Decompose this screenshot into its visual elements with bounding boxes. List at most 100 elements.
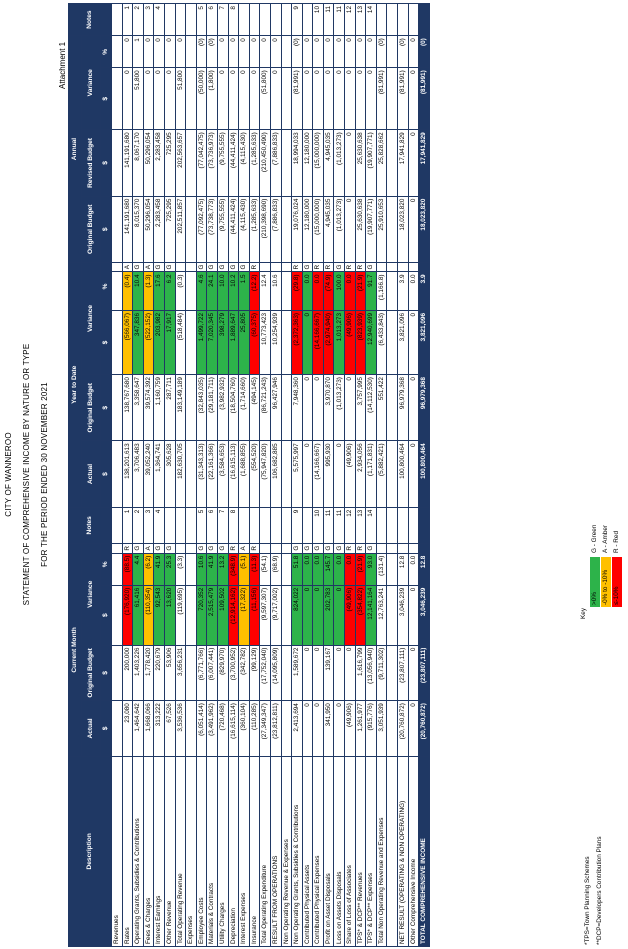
ytd-original-budget: 96,979,368 <box>418 374 430 441</box>
empty-cell <box>185 310 197 375</box>
ytd-original-budget: 0 <box>312 374 324 441</box>
cm-rag-status: G <box>206 543 218 554</box>
ytd-variance-percent: 3.9 <box>418 271 430 311</box>
ytd-rag-status: G <box>302 262 313 272</box>
cm-original-budget: 0 <box>333 645 345 701</box>
annual-variance-amount: 51,800 <box>132 67 144 130</box>
annual-variance-amount: 0 <box>408 67 419 130</box>
empty-cell <box>111 585 123 646</box>
cm-variance-amount: (9,597,307) <box>259 585 271 646</box>
ytd-variance-percent: 10.2 <box>228 271 239 311</box>
cm-variance-amount: (12,914,162) <box>228 585 239 646</box>
annual-variance-percent: 0 <box>249 35 260 68</box>
ytd-original-budget: 287,711 <box>164 374 176 441</box>
ytd-rag-status: G <box>333 262 345 272</box>
ytd-rag-status: G <box>153 262 165 272</box>
ytd-variance-amount: 0 <box>408 310 419 375</box>
ytd-actual: 2,934,056 <box>355 440 366 508</box>
unit-dollar: $ <box>100 310 112 375</box>
period-title: FOR THE PERIOD ENDED 30 NOVEMBER 2021 <box>40 382 49 567</box>
table-row: Materials & Contracts (3,491,962) (6,007,4… <box>206 3 218 947</box>
cm-note: 6 <box>206 507 218 544</box>
ytd-variance-percent: 24.1 <box>206 271 218 311</box>
empty-cell <box>281 585 292 646</box>
annual-original-budget: 18,023,820 <box>418 196 430 263</box>
cm-variance-amount: 2,515,479 <box>206 585 218 646</box>
ytd-original-budget: 7,948,360 <box>291 374 303 441</box>
table-row: NET RESULT (OPERATING & NON OPERATING) (2… <box>397 3 409 947</box>
annual-variance-amount: 0 <box>143 67 154 130</box>
ytd-original-budget: 96,427,946 <box>270 374 281 441</box>
annual-revised-budget: (73,736,973) <box>206 129 218 197</box>
annual-original-budget: 4,945,035 <box>323 196 334 263</box>
annual-variance-percent: 0 <box>355 35 366 68</box>
col-description: Description <box>68 756 112 947</box>
ytd-variance-amount: 3,821,096 <box>397 310 409 375</box>
empty-cell <box>185 35 197 68</box>
empty-cell <box>185 543 197 554</box>
table-row: Operating Grants, Subsidies & Contributi… <box>132 3 144 947</box>
spacer-cell <box>386 196 398 263</box>
empty-cell <box>185 440 197 508</box>
cm-original-budget: (13,056,940) <box>365 645 377 701</box>
cm-rag-status: G <box>312 543 324 554</box>
unit-dollar: $ <box>100 700 112 757</box>
cm-rag-status: R <box>249 543 260 554</box>
table-row: Interest Earnings 313,222 220,679 92,543 41.… <box>153 3 165 947</box>
cm-variance-amount: 824,022 <box>291 585 303 646</box>
financial-table: Description Current Month Notes Year to … <box>68 3 430 947</box>
cm-actual: 23,080 <box>122 700 133 757</box>
footnote-dcp: **DCP=Developers Contribution Plans <box>596 836 603 945</box>
row-note: 7 <box>217 3 229 36</box>
ytd-actual: 106,682,885 <box>270 440 281 508</box>
footnote-tps: *TPS=Town Planning Schemes <box>584 856 591 945</box>
row-note: 8 <box>228 3 239 36</box>
ytd-actual: 100,800,464 <box>418 440 430 508</box>
empty-cell <box>281 700 292 757</box>
cm-actual: 67,526 <box>164 700 176 757</box>
annual-revised-budget: 725,295 <box>164 129 176 197</box>
cm-note: 4 <box>153 507 165 544</box>
cm-note <box>259 507 271 544</box>
ytd-actual: 1,364,741 <box>153 440 165 508</box>
annual-original-budget: (4,115,430) <box>238 196 250 263</box>
table-row: Total Operating Expenditure (27,349,347)(… <box>259 3 271 947</box>
ytd-actual: 138,201,613 <box>122 440 133 508</box>
ytd-variance-amount: 203,982 <box>153 310 165 375</box>
ytd-variance-percent: 10.4 <box>132 271 144 311</box>
cm-rag-status <box>418 543 430 554</box>
ytd-actual: (14,166,667) <box>312 440 324 508</box>
annual-variance-amount: 0 <box>365 67 377 130</box>
cm-actual: (20,760,872) <box>397 700 409 757</box>
cm-variance-amount: 0 <box>408 585 419 646</box>
annual-variance-amount: 0 <box>164 67 176 130</box>
cm-note <box>408 507 419 544</box>
row-description: Total Operating Expenditure <box>259 756 271 947</box>
ytd-actual: (1,688,855) <box>238 440 250 508</box>
annual-original-budget: (9,755,555) <box>217 196 229 263</box>
annual-revised-budget: (44,411,424) <box>228 129 239 197</box>
empty-cell <box>185 700 197 757</box>
ytd-variance-amount: 10,254,939 <box>270 310 281 375</box>
ytd-original-budget: 0 <box>344 374 356 441</box>
cm-rag-status: R <box>228 543 239 554</box>
ytd-original-budget: 3,970,870 <box>323 374 334 441</box>
row-note: 12 <box>344 3 356 36</box>
cm-note <box>302 507 313 544</box>
ytd-variance-amount: (2,974,940) <box>323 310 334 375</box>
ytd-variance-amount: (60,375) <box>249 310 260 375</box>
empty-cell <box>111 440 123 508</box>
annual-original-budget: 18,023,820 <box>397 196 409 263</box>
cm-variance-amount: (11,156) <box>249 585 260 646</box>
row-description: Materials & Contracts <box>206 756 218 947</box>
cm-variance-percent: 41.9 <box>153 553 165 586</box>
ytd-actual: 0 <box>302 440 313 508</box>
cm-original-budget: (23,807,111) <box>418 645 430 701</box>
row-note <box>259 3 271 36</box>
ytd-original-budget: 551,422 <box>376 374 387 441</box>
ytd-rag-status: R <box>312 262 324 272</box>
ytd-variance-percent: 12.4 <box>259 271 271 311</box>
cm-original-budget: 139,167 <box>323 645 334 701</box>
annual-original-budget: 12,180,000 <box>302 196 313 263</box>
